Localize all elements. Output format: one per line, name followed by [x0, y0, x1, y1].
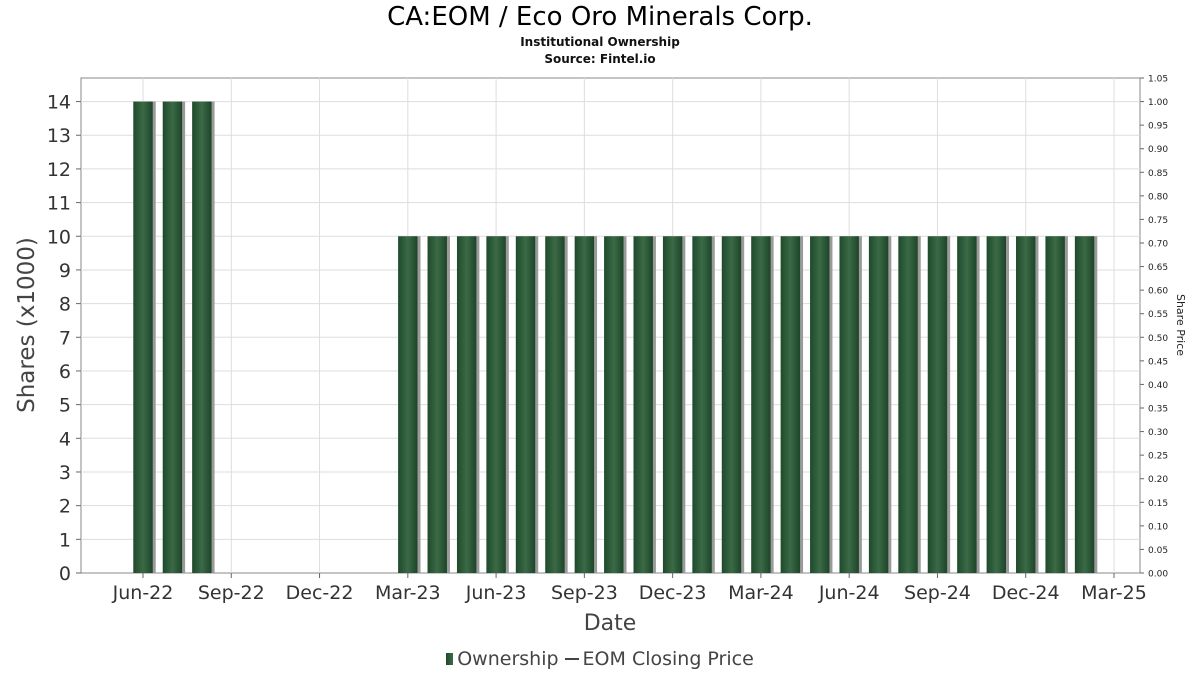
- chart-source: Source: Fintel.io: [544, 52, 656, 66]
- y2-tick-label: 0.10: [1148, 522, 1168, 532]
- y2-tick-label: 0.55: [1148, 310, 1168, 320]
- x-tick-label: Jun-24: [818, 582, 880, 604]
- y2-axis-label: Share Price: [1174, 294, 1187, 356]
- bar-ownership[interactable]: [574, 236, 595, 573]
- bar-ownership[interactable]: [810, 236, 830, 573]
- y2-tick-label: 0.70: [1148, 240, 1168, 250]
- legend-ownership-label: Ownership: [457, 648, 559, 670]
- x-tick-label: Mar-25: [1081, 582, 1147, 604]
- y-tick-label: 12: [47, 159, 71, 181]
- y2-tick-label: 0.20: [1148, 475, 1168, 485]
- y-tick-label: 1: [59, 529, 71, 551]
- y2-tick-label: 0.00: [1148, 570, 1168, 580]
- x-tick-label: Jun-23: [465, 582, 527, 604]
- x-tick-label: Dec-24: [992, 582, 1060, 604]
- x-tick-label: Sep-24: [904, 582, 971, 604]
- bar-ownership[interactable]: [957, 236, 977, 573]
- x-tick-label: Sep-23: [551, 582, 618, 604]
- bar-ownership[interactable]: [456, 236, 477, 573]
- bar-ownership[interactable]: [1045, 236, 1065, 573]
- bar-ownership[interactable]: [427, 236, 447, 573]
- x-tick-label: Mar-23: [375, 582, 441, 604]
- y2-tick-label: 0.50: [1148, 334, 1168, 344]
- y2-tick-label: 0.65: [1148, 263, 1168, 273]
- y2-tick-label: 0.15: [1148, 499, 1168, 509]
- y2-tick-label: 0.05: [1148, 546, 1168, 556]
- y2-tick-label: 0.85: [1148, 169, 1168, 179]
- y2-tick-label: 0.40: [1148, 381, 1168, 391]
- x-tick-label: Sep-22: [198, 582, 265, 604]
- y2-tick-label: 0.80: [1148, 192, 1168, 202]
- bar-ownership[interactable]: [162, 101, 183, 574]
- y-tick-label: 11: [47, 193, 71, 215]
- legend-ownership[interactable]: Ownership: [446, 648, 559, 670]
- bar-ownership[interactable]: [839, 236, 859, 573]
- legend-price-label: EOM Closing Price: [582, 648, 754, 670]
- y-tick-label: 2: [59, 496, 71, 518]
- line-swatch-icon: [564, 658, 579, 660]
- bar-ownership[interactable]: [133, 101, 153, 574]
- y2-tick-label: 0.30: [1148, 428, 1168, 438]
- legend-price[interactable]: EOM Closing Price: [559, 648, 754, 670]
- y-tick-label: 6: [59, 361, 71, 383]
- chart-title: CA:EOM / Eco Oro Minerals Corp.: [387, 2, 813, 32]
- bar-ownership[interactable]: [751, 236, 771, 573]
- y-tick-label: 7: [59, 327, 71, 349]
- bar-ownership[interactable]: [780, 236, 801, 573]
- bar-ownership[interactable]: [545, 236, 565, 573]
- y-tick-label: 8: [59, 294, 71, 316]
- y2-axis-ticks: 0.00 0.05 0.10 0.15 0.20 0.25 0.30 0.35 0.40 0.45…: [1140, 75, 1168, 580]
- x-axis-ticks: Jun-22 Sep-22 Dec-22 Mar-23 Jun-23 Sep-23 Dec-…: [112, 573, 1147, 604]
- bar-ownership[interactable]: [604, 236, 624, 573]
- bar-ownership[interactable]: [398, 236, 418, 573]
- x-tick-label: Jun-22: [112, 582, 174, 604]
- y-tick-label: 3: [59, 462, 71, 484]
- bar-ownership[interactable]: [486, 236, 506, 573]
- y2-tick-label: 1.05: [1148, 75, 1168, 85]
- bar-ownership[interactable]: [721, 236, 742, 573]
- y2-tick-label: 0.45: [1148, 357, 1168, 367]
- bar-ownership[interactable]: [1016, 236, 1036, 573]
- y2-tick-label: 0.35: [1148, 405, 1168, 415]
- bar-ownership[interactable]: [515, 236, 536, 573]
- x-tick-label: Dec-22: [286, 582, 354, 604]
- bar-ownership[interactable]: [1074, 236, 1095, 573]
- y-tick-label: 9: [59, 260, 71, 282]
- bar-ownership[interactable]: [633, 236, 653, 573]
- x-tick-label: Mar-24: [728, 582, 794, 604]
- y2-tick-label: 0.90: [1148, 145, 1168, 155]
- y2-tick-label: 0.75: [1148, 216, 1168, 226]
- y-axis-label: Shares (x1000): [14, 237, 40, 413]
- bar-ownership[interactable]: [986, 236, 1007, 573]
- x-tick-label: Dec-23: [639, 582, 707, 604]
- y2-tick-label: 0.25: [1148, 452, 1168, 462]
- y-tick-label: 4: [59, 428, 71, 450]
- bar-ownership[interactable]: [192, 101, 212, 574]
- bar-series-ownership: [133, 101, 1098, 574]
- y2-tick-label: 0.60: [1148, 287, 1168, 297]
- bar-ownership[interactable]: [692, 236, 712, 573]
- bar-ownership[interactable]: [662, 236, 683, 573]
- y-tick-label: 0: [59, 563, 71, 585]
- y2-tick-label: 1.00: [1148, 98, 1168, 108]
- bar-ownership[interactable]: [868, 236, 889, 573]
- chart-subtitle: Institutional Ownership: [520, 35, 680, 49]
- y-tick-label: 14: [47, 92, 71, 114]
- bar-ownership[interactable]: [898, 236, 918, 573]
- y-tick-label: 5: [59, 395, 71, 417]
- bar-swatch-icon: [446, 653, 454, 665]
- x-axis-label: Date: [584, 611, 637, 636]
- bar-ownership[interactable]: [927, 236, 948, 573]
- y-tick-label: 13: [47, 125, 71, 147]
- chart-legend: Ownership EOM Closing Price: [0, 648, 1200, 670]
- y2-tick-label: 0.95: [1148, 122, 1168, 132]
- y-tick-label: 10: [47, 226, 71, 248]
